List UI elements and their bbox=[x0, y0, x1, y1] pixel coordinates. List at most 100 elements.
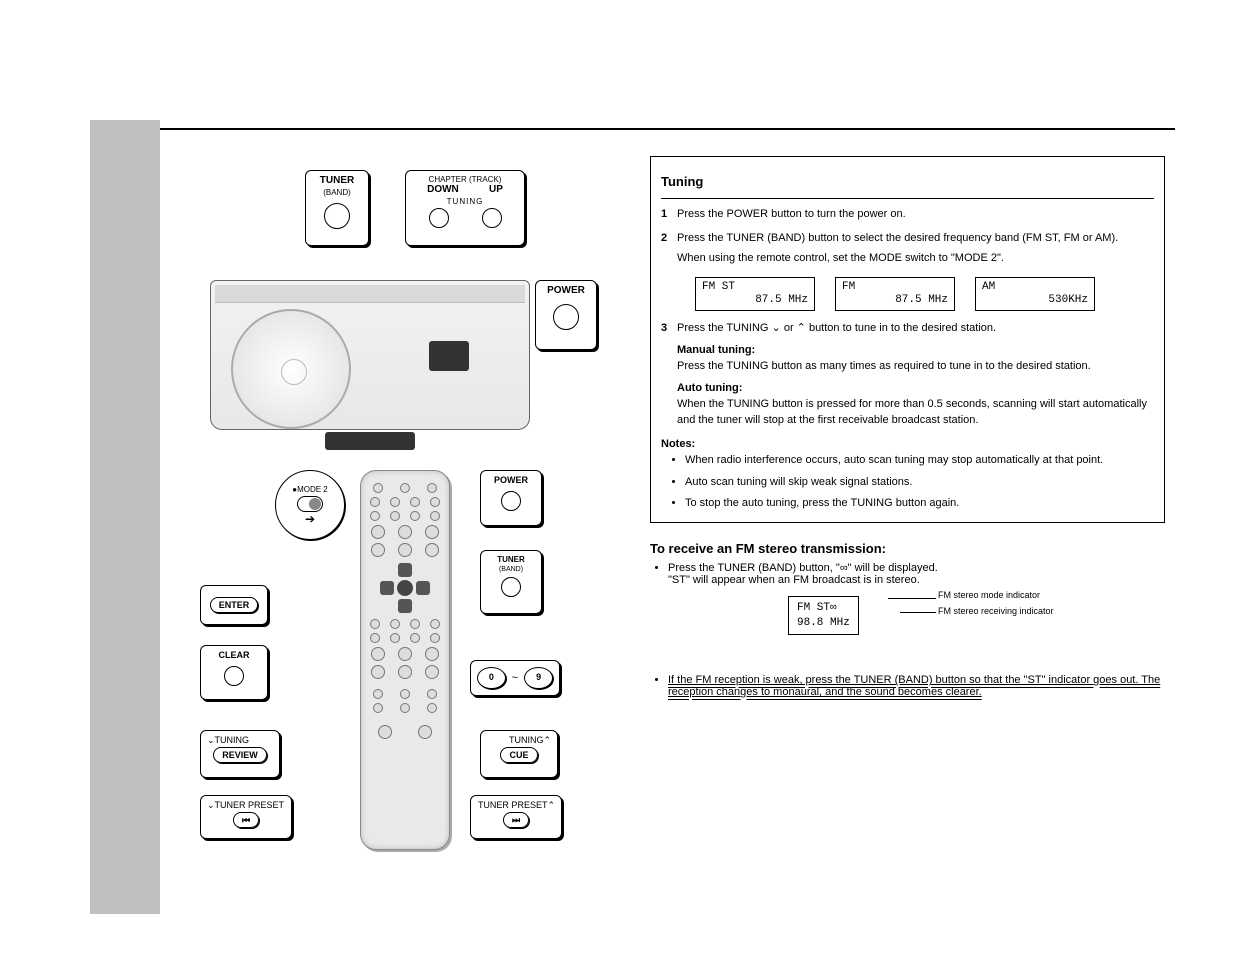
remote-power-icon bbox=[501, 491, 521, 511]
main-unit-diagram bbox=[210, 280, 530, 450]
digit-min: 0 bbox=[477, 667, 506, 689]
tuning-box: Tuning 1 Press the POWER button to turn … bbox=[650, 156, 1165, 523]
r2-text: If the FM reception is weak, press the T… bbox=[668, 674, 1160, 698]
remote-area: ●MODE 2 ➔ ENTER CLEAR ⌄TUNING REVIEW ⌄TU… bbox=[200, 470, 570, 890]
step3-num: 3 bbox=[661, 321, 667, 337]
callout-tuning-cue: TUNING⌃ CUE bbox=[480, 730, 558, 778]
callout-chapter-track: CHAPTER (TRACK) DOWN UP TUNING bbox=[405, 170, 525, 246]
fm-l2: 87.5 MHz bbox=[842, 294, 948, 307]
digit-sep: ~ bbox=[512, 672, 518, 684]
step2-num: 2 bbox=[661, 231, 667, 247]
unit-body bbox=[210, 280, 530, 430]
manual-text: Press the TUNING button as many times as… bbox=[677, 360, 1091, 372]
tuning-title: Tuning bbox=[661, 173, 1154, 192]
callout-remote-power: POWER bbox=[480, 470, 542, 526]
step-1: 1 Press the POWER button to turn the pow… bbox=[661, 207, 1154, 223]
step-2: 2 Press the TUNER (BAND) button to selec… bbox=[661, 231, 1154, 311]
stereo-inf: ∞ bbox=[830, 602, 837, 614]
frequency-display-row: FM ST 87.5 MHz FM 87.5 MHz AM 530KHz bbox=[695, 277, 1154, 311]
receive-b2: If the FM reception is weak, press the T… bbox=[668, 674, 1165, 698]
label-band: (BAND) bbox=[312, 188, 362, 197]
r1c: " will be displayed. bbox=[848, 562, 938, 574]
stereo-l2: 98.8 MHz bbox=[797, 616, 850, 630]
up-icon: ⌃ bbox=[797, 322, 806, 334]
enter-pill: ENTER bbox=[210, 597, 259, 613]
callout-tuner-preset-up: TUNER PRESET⌃ ⏭ bbox=[470, 795, 562, 839]
callout-remote-tuner-band: TUNER (BAND) bbox=[480, 550, 542, 614]
stereo-display: FM ST∞ 98.8 MHz bbox=[788, 596, 859, 635]
label-up: UP bbox=[489, 184, 503, 195]
digit-max: 9 bbox=[524, 667, 553, 689]
label-chapter-track: CHAPTER (TRACK) bbox=[412, 175, 518, 184]
step1-text: Press the POWER button to turn the power… bbox=[677, 208, 906, 220]
unit-stand bbox=[325, 432, 415, 450]
label-remote-band: (BAND) bbox=[487, 566, 535, 573]
review-pill: REVIEW bbox=[213, 747, 267, 763]
am-l2: 530KHz bbox=[982, 294, 1088, 307]
callout-tuning-review: ⌄TUNING REVIEW bbox=[200, 730, 280, 778]
fm-st-l1: FM ST bbox=[702, 281, 808, 294]
display-am: AM 530KHz bbox=[975, 277, 1095, 311]
label-tuning-down: TUNING bbox=[215, 735, 250, 745]
fm-l1: FM bbox=[842, 281, 948, 294]
remote-control bbox=[360, 470, 450, 850]
prev-pill: ⏮ bbox=[233, 812, 259, 828]
remote-dpad bbox=[380, 563, 430, 613]
am-l1: AM bbox=[982, 281, 1088, 294]
unit-top-panel bbox=[215, 285, 525, 303]
note-2: Auto scan tuning will skip weak signal s… bbox=[685, 475, 1154, 491]
down-button-icon bbox=[429, 208, 449, 228]
next-pill: ⏭ bbox=[503, 812, 529, 828]
label-tuner-preset-d: TUNER PRESET bbox=[215, 800, 285, 810]
unit-display bbox=[429, 341, 469, 371]
display-fm-st: FM ST 87.5 MHz bbox=[695, 277, 815, 311]
step3-b: or bbox=[781, 322, 797, 334]
display-fm: FM 87.5 MHz bbox=[835, 277, 955, 311]
fm-st-l2: 87.5 MHz bbox=[702, 294, 808, 307]
label-tuner-preset-u: TUNER PRESET bbox=[478, 800, 548, 810]
clear-button-icon bbox=[224, 666, 244, 686]
label-remote-power: POWER bbox=[487, 475, 535, 485]
label-tuner: TUNER bbox=[312, 175, 362, 186]
label-mode2: MODE 2 bbox=[297, 485, 328, 494]
r1note: "ST" will appear when an FM broadcast is… bbox=[668, 574, 920, 586]
note-1: When radio interference occurs, auto sca… bbox=[685, 453, 1154, 469]
step2-note: When using the remote control, set the M… bbox=[677, 251, 1154, 267]
stereo-l1: FM ST bbox=[797, 602, 830, 614]
step1-num: 1 bbox=[661, 207, 667, 223]
callout-mode2: ●MODE 2 ➔ bbox=[275, 470, 345, 540]
label-tuning-up: TUNING bbox=[509, 735, 544, 745]
notes-list: When radio interference occurs, auto sca… bbox=[661, 453, 1154, 513]
label-power: POWER bbox=[542, 285, 590, 296]
power-button-icon bbox=[553, 304, 579, 330]
manual-heading: Manual tuning: bbox=[677, 344, 755, 356]
step-3: 3 Press the TUNING ⌄ or ⌃ button to tune… bbox=[661, 321, 1154, 429]
receive-title: To receive an FM stereo transmission: bbox=[650, 541, 1165, 556]
cue-pill: CUE bbox=[500, 747, 537, 763]
receive-bullets: Press the TUNER (BAND) button, "∞" will … bbox=[650, 562, 1165, 698]
notes-heading: Notes: bbox=[661, 438, 695, 450]
top-horizontal-rule bbox=[160, 128, 1175, 130]
callout-tuner-band: TUNER (BAND) bbox=[305, 170, 369, 246]
callout-tuner-preset-down: ⌄TUNER PRESET ⏮ bbox=[200, 795, 292, 839]
auto-text: When the TUNING button is pressed for mo… bbox=[677, 398, 1147, 426]
callout-enter: ENTER bbox=[200, 585, 268, 625]
callout-power: POWER bbox=[535, 280, 597, 350]
stereo-label1: FM stereo mode indicator bbox=[938, 590, 1040, 600]
note-3: To stop the auto tuning, press the TUNIN… bbox=[685, 496, 1154, 512]
label-remote-tuner: TUNER bbox=[487, 555, 535, 564]
label-down: DOWN bbox=[427, 184, 459, 195]
infinity-icon: ∞ bbox=[840, 562, 848, 574]
step2-text: Press the TUNER (BAND) button to select … bbox=[677, 232, 1118, 244]
receive-b1: Press the TUNER (BAND) button, "∞" will … bbox=[668, 562, 1165, 666]
step3-c: button to tune in to the desired station… bbox=[806, 322, 996, 334]
down-icon: ⌄ bbox=[772, 322, 781, 334]
callout-digits: 0 ~ 9 bbox=[470, 660, 560, 696]
unit-disc bbox=[231, 309, 351, 429]
up-button-icon bbox=[482, 208, 502, 228]
stereo-label2: FM stereo receiving indicator bbox=[938, 606, 1054, 616]
step3-a: Press the TUNING bbox=[677, 322, 772, 334]
right-column: Tuning 1 Press the POWER button to turn … bbox=[650, 150, 1165, 706]
callout-clear: CLEAR bbox=[200, 645, 268, 700]
label-tuning-sub: TUNING bbox=[412, 197, 518, 206]
